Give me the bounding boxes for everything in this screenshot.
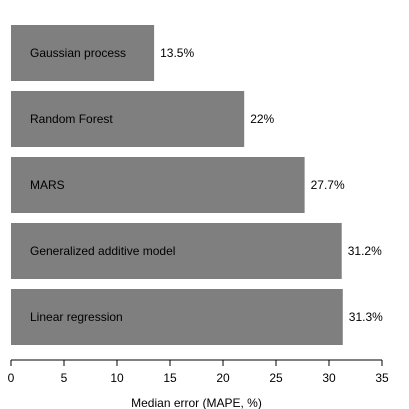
- bar-category-label: Linear regression: [30, 310, 123, 324]
- bar-value-label: 31.3%: [349, 310, 383, 324]
- bar-value-label: 22%: [250, 112, 274, 126]
- bar-category-label: MARS: [30, 178, 65, 192]
- bar: [11, 25, 155, 81]
- x-axis: 0 5 10 15 20 25 30 35: [8, 359, 389, 385]
- bar: [11, 223, 342, 279]
- bar-value-label: 13.5%: [160, 46, 194, 60]
- bar-category-label: Gaussian process: [30, 46, 126, 60]
- bar: [11, 91, 245, 147]
- bar: [11, 157, 305, 213]
- x-tick-label: 15: [163, 371, 177, 385]
- x-tick-label: 10: [110, 371, 124, 385]
- x-tick-label: 20: [216, 371, 230, 385]
- x-tick-label: 35: [375, 371, 389, 385]
- x-tick-label: 30: [322, 371, 336, 385]
- bar-value-label: 31.2%: [348, 244, 382, 258]
- bar: [11, 289, 343, 345]
- x-tick-label: 5: [61, 371, 68, 385]
- bar-category-label: Random Forest: [30, 112, 113, 126]
- x-tick-label: 0: [8, 371, 15, 385]
- bar-value-label: 27.7%: [311, 178, 345, 192]
- x-tick-label: 25: [269, 371, 283, 385]
- bars-group: Gaussian process 13.5% Random Forest 22% MAR…: [11, 25, 383, 345]
- x-axis-title: Median error (MAPE, %): [131, 396, 262, 409]
- bar-category-label: Generalized additive model: [30, 244, 175, 258]
